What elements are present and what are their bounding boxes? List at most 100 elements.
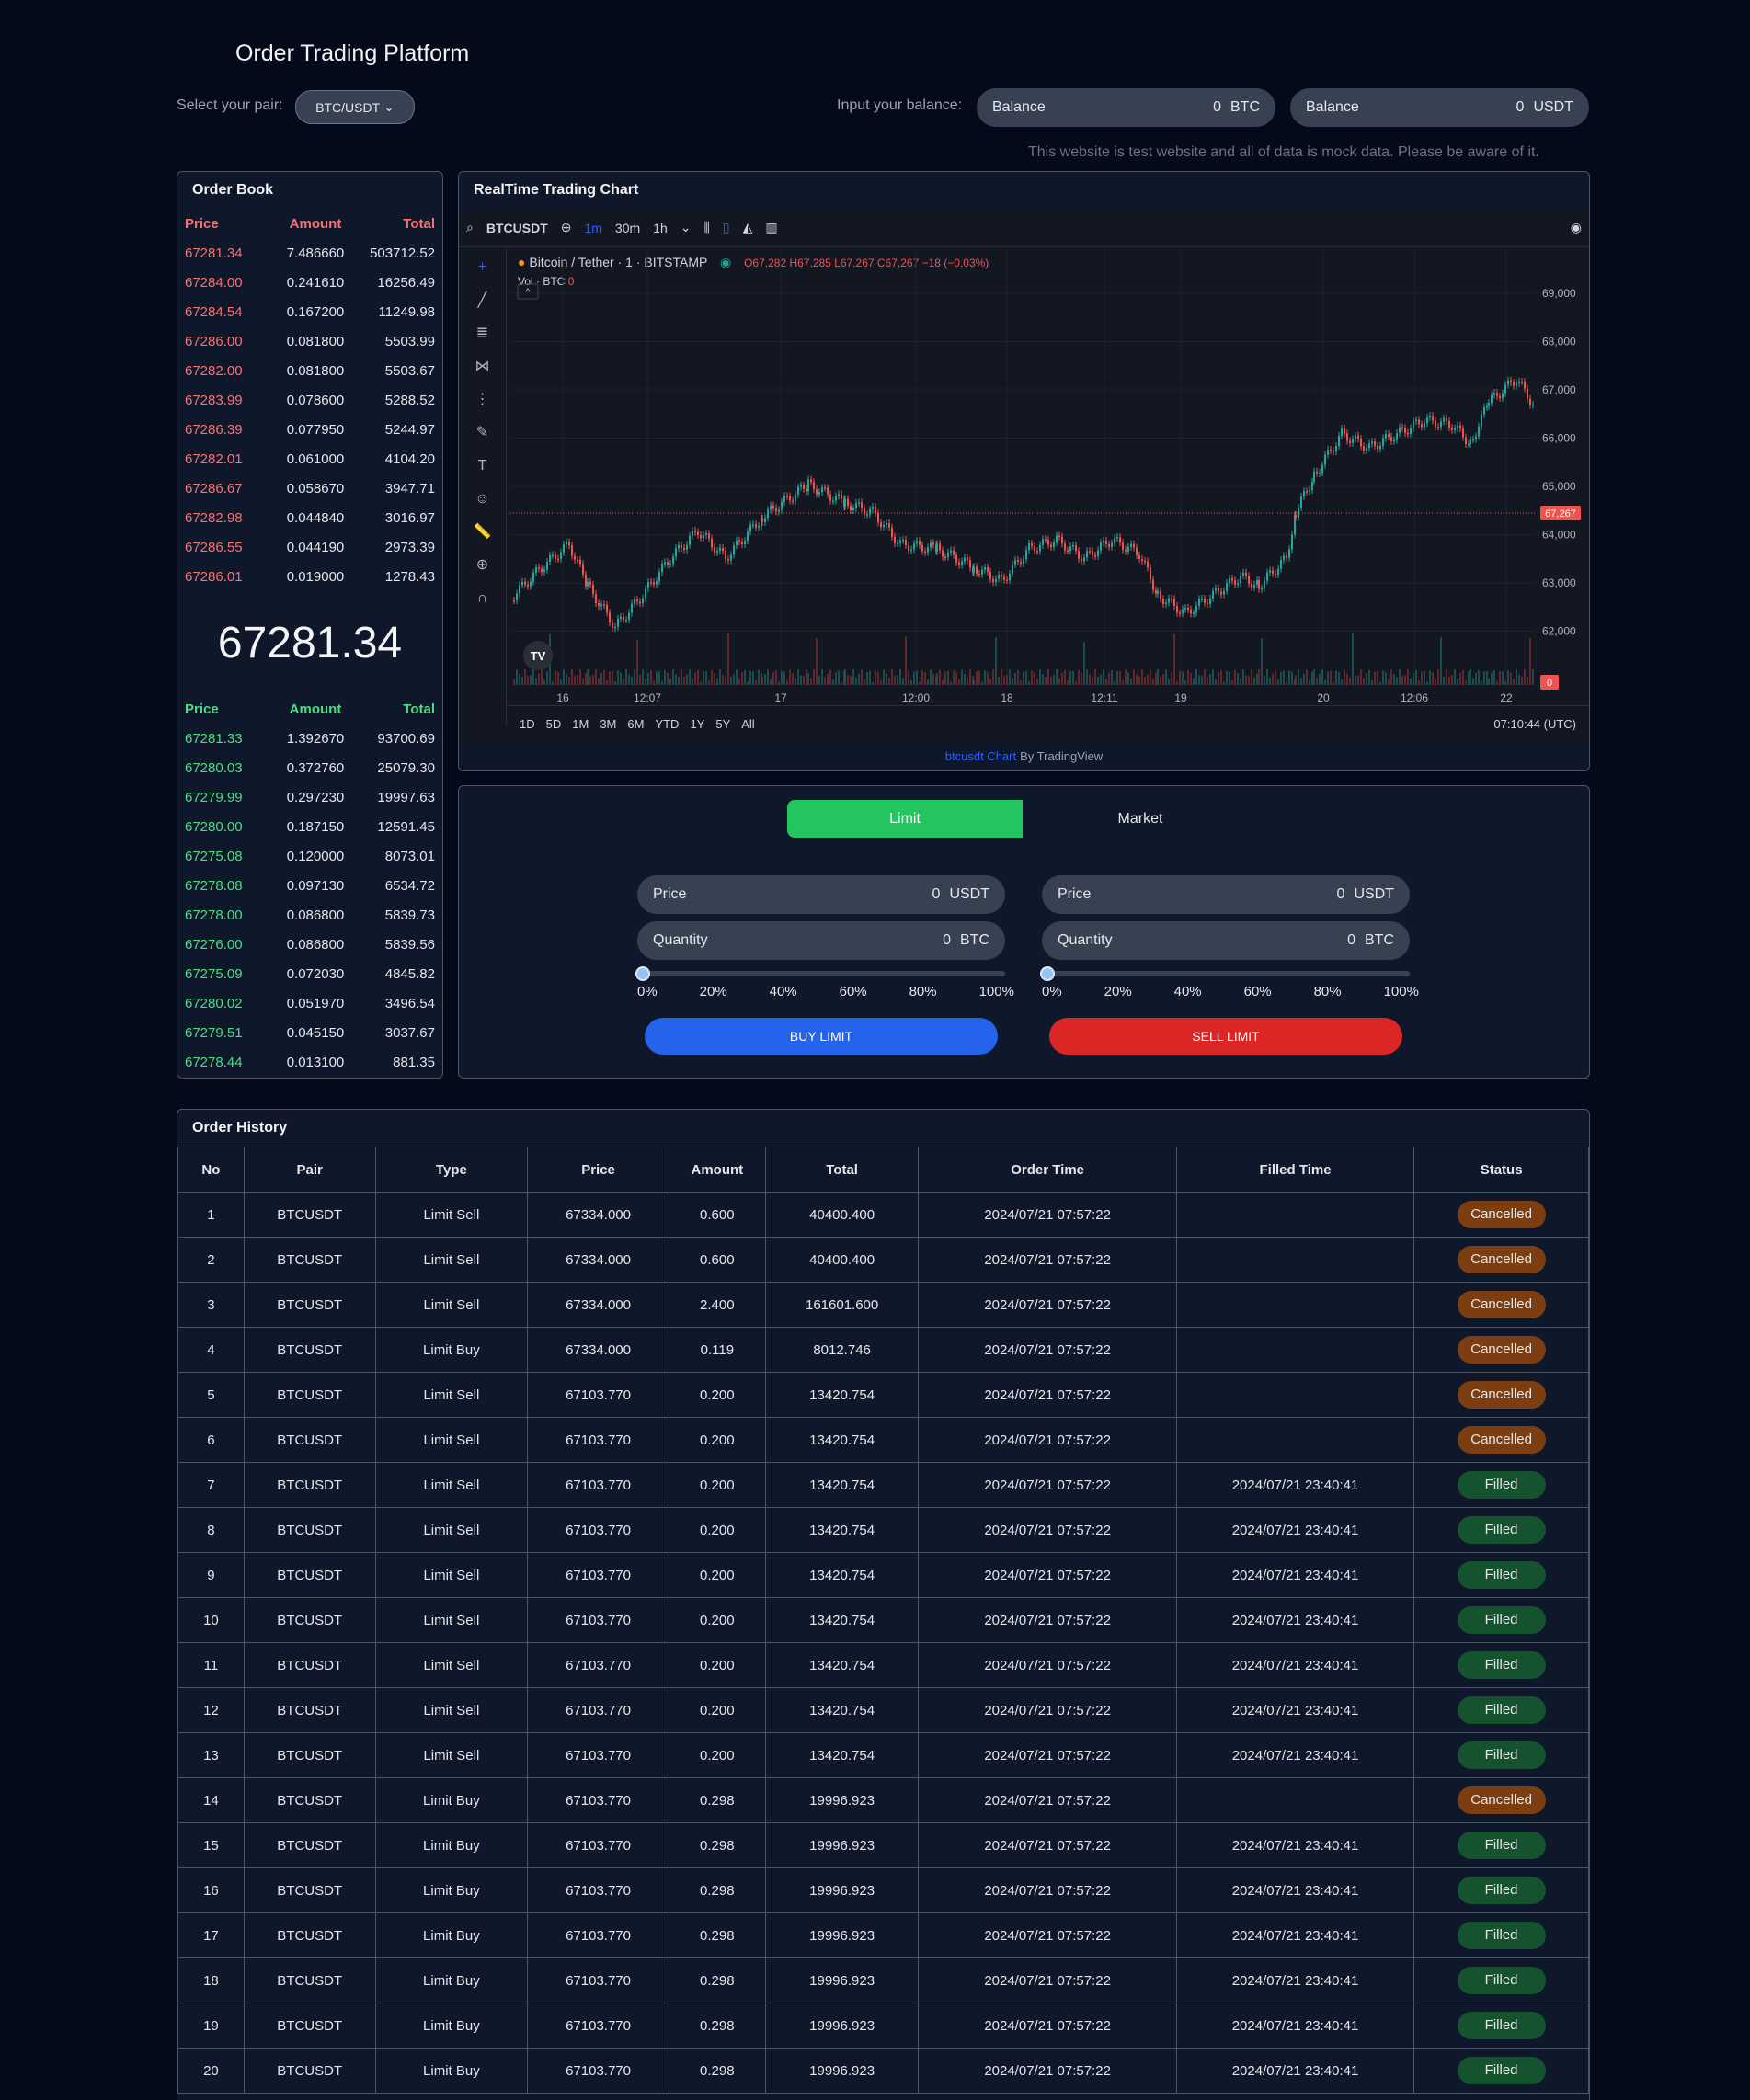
table-row[interactable]: 2 BTCUSDT Limit Sell 67334.000 0.600 40400.40…: [177, 1237, 1589, 1283]
text-icon[interactable]: T: [477, 458, 487, 474]
table-row[interactable]: 4 BTCUSDT Limit Buy 67334.000 0.119 8012.746 2…: [177, 1327, 1589, 1373]
table-row[interactable]: 11 BTCUSDT Limit Sell 67103.770 0.200 13420.7…: [177, 1642, 1589, 1688]
zoom-in-icon[interactable]: ⊕: [475, 557, 489, 573]
sell-percent-slider[interactable]: [1040, 966, 1410, 981]
tab-market[interactable]: Market: [1023, 800, 1258, 838]
projection-icon[interactable]: ⋮: [475, 392, 490, 407]
interval-30m[interactable]: 30m: [614, 220, 641, 235]
range-6m[interactable]: 6M: [627, 717, 645, 731]
chart-type-bars-icon[interactable]: ⫼: [703, 220, 710, 234]
usdt-balance-field[interactable]: Balance 0 USDT: [1290, 88, 1589, 127]
magnet-icon[interactable]: ∩: [476, 590, 488, 606]
table-row[interactable]: 13 BTCUSDT Limit Sell 67103.770 0.200 13420.7…: [177, 1732, 1589, 1778]
bid-row[interactable]: 67278.00 0.086800 5839.73: [177, 900, 442, 930]
chart-type-candles-icon[interactable]: ▯: [722, 220, 730, 234]
buy-quantity-value[interactable]: 0: [943, 932, 951, 948]
range-1d[interactable]: 1D: [520, 717, 535, 731]
ask-row[interactable]: 67286.39 0.077950 5244.97: [177, 415, 442, 444]
table-row[interactable]: 14 BTCUSDT Limit Buy 67103.770 0.298 19996.92…: [177, 1777, 1589, 1823]
table-row[interactable]: 3 BTCUSDT Limit Sell 67334.000 2.400 161601.6…: [177, 1282, 1589, 1328]
symbol-button[interactable]: BTCUSDT: [486, 220, 548, 235]
ruler-icon[interactable]: 📏: [473, 524, 492, 540]
buy-slider-knob[interactable]: [635, 966, 650, 981]
tab-limit[interactable]: Limit: [787, 800, 1023, 838]
emoji-icon[interactable]: ☺: [475, 491, 490, 507]
crosshair-icon[interactable]: +: [477, 259, 487, 275]
bid-row[interactable]: 67280.00 0.187150 12591.45: [177, 812, 442, 841]
sell-slider-knob[interactable]: [1040, 966, 1055, 981]
table-row[interactable]: 19 BTCUSDT Limit Buy 67103.770 0.298 19996.92…: [177, 2003, 1589, 2049]
fib-icon[interactable]: ≣: [475, 325, 489, 341]
ask-row[interactable]: 67286.01 0.019000 1278.43: [177, 562, 442, 591]
table-row[interactable]: 16 BTCUSDT Limit Buy 67103.770 0.298 19996.92…: [177, 1867, 1589, 1913]
ask-row[interactable]: 67286.00 0.081800 5503.99: [177, 326, 442, 356]
sell-price-value[interactable]: 0: [1336, 886, 1345, 902]
search-icon[interactable]: ⌕: [466, 220, 474, 234]
bid-row[interactable]: 67276.00 0.086800 5839.56: [177, 930, 442, 959]
ask-row[interactable]: 67282.01 0.061000 4104.20: [177, 444, 442, 474]
usdt-balance-value[interactable]: 0: [1516, 99, 1525, 115]
table-row[interactable]: 5 BTCUSDT Limit Sell 67103.770 0.200 13420.75…: [177, 1372, 1589, 1418]
range-1y[interactable]: 1Y: [690, 717, 705, 731]
table-row[interactable]: 6 BTCUSDT Limit Sell 67103.770 0.200 13420.75…: [177, 1417, 1589, 1463]
brush-icon[interactable]: ✎: [475, 425, 489, 440]
ask-row[interactable]: 67281.34 7.486660 503712.52: [177, 238, 442, 268]
bid-row[interactable]: 67275.09 0.072030 4845.82: [177, 959, 442, 988]
ask-row[interactable]: 67286.55 0.044190 2973.39: [177, 532, 442, 562]
bid-row[interactable]: 67278.44 0.013100 881.35: [177, 1047, 442, 1077]
table-row[interactable]: 18 BTCUSDT Limit Buy 67103.770 0.298 19996.92…: [177, 1957, 1589, 2003]
table-row[interactable]: 1 BTCUSDT Limit Sell 67334.000 0.600 40400.40…: [177, 1192, 1589, 1238]
buy-limit-button[interactable]: BUY LIMIT: [645, 1018, 998, 1055]
ask-row[interactable]: 67282.00 0.081800 5503.67: [177, 356, 442, 385]
sell-quantity-field[interactable]: Quantity 0 BTC: [1042, 921, 1410, 960]
chart-type-area-icon[interactable]: ◭: [742, 220, 753, 234]
range-all[interactable]: All: [741, 717, 755, 731]
chart-clock[interactable]: 07:10:44 (UTC): [1493, 717, 1576, 731]
table-row[interactable]: 10 BTCUSDT Limit Sell 67103.770 0.200 13420.7…: [177, 1597, 1589, 1643]
range-3m[interactable]: 3M: [600, 717, 617, 731]
buy-quantity-field[interactable]: Quantity 0 BTC: [637, 921, 1005, 960]
chart-credit-link[interactable]: btcusdt Chart: [944, 748, 1017, 763]
range-5d[interactable]: 5D: [545, 717, 562, 731]
sell-price-field[interactable]: Price 0 USDT: [1042, 875, 1410, 914]
range-ytd[interactable]: YTD: [655, 717, 680, 731]
tradingview-widget[interactable]: ⌕ BTCUSDT ⊕ 1m 30m 1h ⌄ ⫼ ▯ ◭ ▥ ◉ + ╱ ≣ …: [459, 209, 1589, 742]
camera-icon[interactable]: ◉: [1570, 220, 1582, 234]
bid-row[interactable]: 67279.99 0.297230 19997.63: [177, 782, 442, 812]
bid-row[interactable]: 67278.08 0.097130 6534.72: [177, 871, 442, 900]
table-row[interactable]: 9 BTCUSDT Limit Sell 67103.770 0.200 13420.75…: [177, 1552, 1589, 1598]
ask-row[interactable]: 67284.00 0.241610 16256.49: [177, 268, 442, 297]
table-row[interactable]: 15 BTCUSDT Limit Buy 67103.770 0.298 19996.92…: [177, 1822, 1589, 1868]
interval-1m[interactable]: 1m: [584, 220, 602, 235]
bid-row[interactable]: 67280.02 0.051970 3496.54: [177, 988, 442, 1018]
indicators-icon[interactable]: ▥: [765, 220, 778, 234]
sell-limit-button[interactable]: SELL LIMIT: [1049, 1018, 1402, 1055]
ask-row[interactable]: 67286.67 0.058670 3947.71: [177, 474, 442, 503]
buy-price-value[interactable]: 0: [932, 886, 941, 902]
range-1m[interactable]: 1M: [572, 717, 589, 731]
pattern-icon[interactable]: ⋈: [475, 359, 490, 374]
range-5y[interactable]: 5Y: [715, 717, 731, 731]
bid-row[interactable]: 67275.08 0.120000 8073.01: [177, 841, 442, 871]
buy-price-field[interactable]: Price 0 USDT: [637, 875, 1005, 914]
table-row[interactable]: 17 BTCUSDT Limit Buy 67103.770 0.298 19996.92…: [177, 1912, 1589, 1958]
sell-quantity-value[interactable]: 0: [1347, 932, 1355, 948]
bid-row[interactable]: 67281.33 1.392670 93700.69: [177, 724, 442, 753]
btc-balance-value[interactable]: 0: [1213, 99, 1221, 115]
price-chart[interactable]: 69,000 68,000 67,000 66,000 65,000 64,000 63,0…: [459, 209, 1589, 742]
interval-1h[interactable]: 1h: [653, 220, 668, 235]
table-row[interactable]: 12 BTCUSDT Limit Sell 67103.770 0.200 13420.7…: [177, 1687, 1589, 1733]
ask-row[interactable]: 67283.99 0.078600 5288.52: [177, 385, 442, 415]
trend-line-icon[interactable]: ╱: [477, 292, 487, 308]
table-row[interactable]: 20 BTCUSDT Limit Buy 67103.770 0.298 19996.92…: [177, 2048, 1589, 2094]
bid-row[interactable]: 67279.51 0.045150 3037.67: [177, 1018, 442, 1047]
ask-row[interactable]: 67284.54 0.167200 11249.98: [177, 297, 442, 326]
ask-row[interactable]: 67282.98 0.044840 3016.97: [177, 503, 442, 532]
buy-percent-slider[interactable]: [635, 966, 1005, 981]
interval-dropdown-icon[interactable]: ⌄: [680, 220, 692, 234]
table-row[interactable]: 8 BTCUSDT Limit Sell 67103.770 0.200 13420.75…: [177, 1507, 1589, 1553]
bid-row[interactable]: 67280.03 0.372760 25079.30: [177, 753, 442, 782]
btc-balance-field[interactable]: Balance 0 BTC: [977, 88, 1275, 127]
table-row[interactable]: 7 BTCUSDT Limit Sell 67103.770 0.200 13420.75…: [177, 1462, 1589, 1508]
compare-add-icon[interactable]: ⊕: [560, 220, 572, 234]
